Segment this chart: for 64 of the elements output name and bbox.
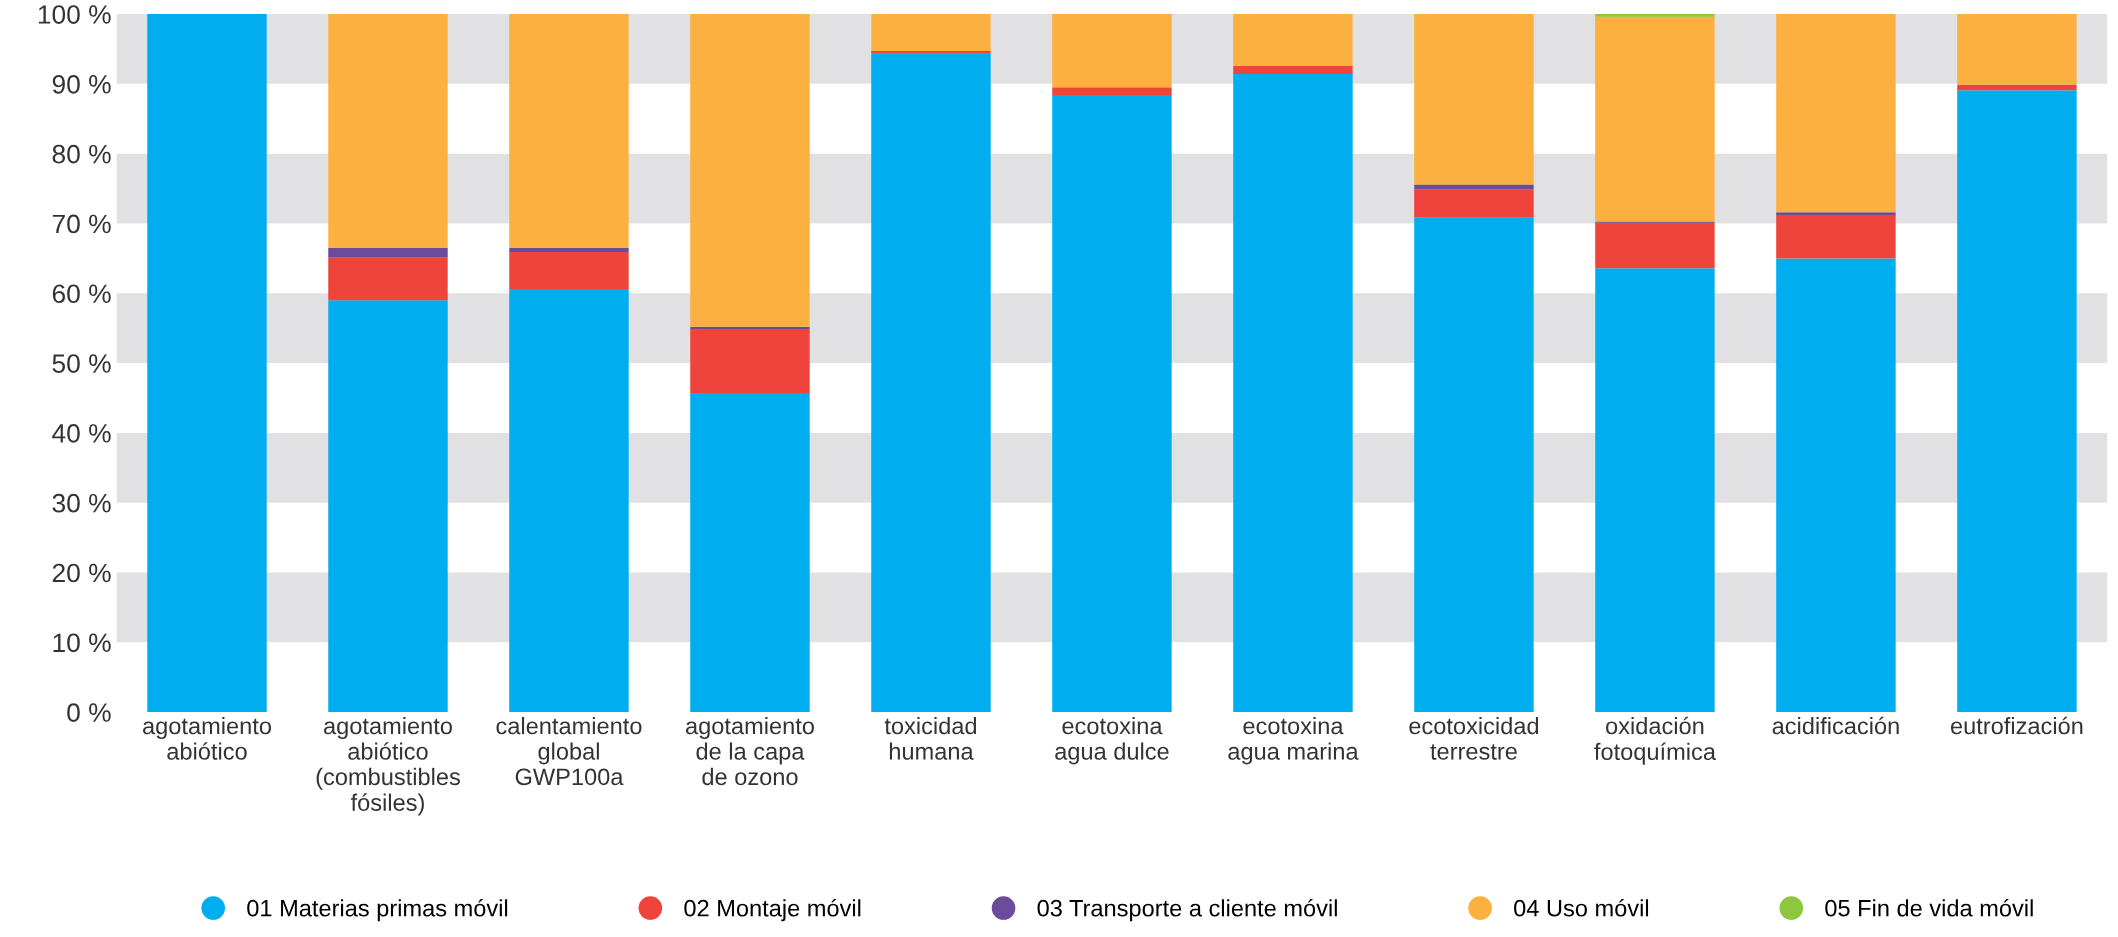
bar [1776, 258, 1896, 713]
legend-label: 03 Transporte a cliente móvil [1037, 898, 1337, 922]
y-tick-label: 40 % [52, 424, 111, 443]
bar [328, 300, 448, 713]
y-tick-label: 50 % [52, 354, 111, 373]
bar [328, 257, 448, 301]
bar [1957, 90, 2077, 713]
y-tick-label: 80 % [52, 144, 111, 164]
bar [509, 252, 629, 290]
bar [1957, 84, 2077, 91]
x-tick-label: toxicidad humana [884, 716, 977, 760]
bar [1052, 95, 1172, 713]
y-tick-label: 30 % [52, 493, 111, 513]
bar [1414, 189, 1534, 218]
y-tick-label: 70 % [52, 214, 111, 234]
x-tick-label: agotamiento abiótico [143, 716, 271, 760]
bar [328, 14, 448, 248]
bar [509, 289, 629, 713]
x-tick-label: ecotoxicidad terrestre [1409, 716, 1539, 760]
bar [1957, 14, 2077, 85]
bar [871, 53, 991, 713]
bar [147, 14, 267, 713]
bar [1052, 14, 1172, 88]
bar [1776, 14, 1896, 213]
legend-label: 04 Uso móvil [1514, 898, 1649, 917]
y-tick-label: 0 % [67, 703, 111, 722]
legend-label: 01 Materias primas móvil [247, 898, 508, 922]
legend-label: 02 Montaje móvil [684, 898, 861, 922]
bar [509, 14, 629, 248]
bar [690, 326, 810, 329]
bar [1414, 14, 1534, 185]
x-tick-label: ecotoxina agua marina [1228, 716, 1359, 765]
y-tick-label: 90 % [52, 75, 111, 94]
x-tick-label: ecotoxina agua dulce [1055, 716, 1169, 765]
bar [1414, 217, 1534, 713]
bar [1776, 212, 1896, 216]
bar [1414, 184, 1534, 190]
y-tick-label: 60 % [52, 284, 111, 304]
y-tick-label: 20 % [52, 563, 111, 583]
bar [690, 328, 810, 394]
bar [1233, 65, 1353, 75]
y-tick-label: 100 % [38, 5, 111, 24]
bar [1052, 87, 1172, 96]
bar [1595, 14, 1715, 17]
bar [1595, 268, 1715, 713]
x-tick-label: agotamiento de la capa de ozono [686, 716, 814, 786]
x-tick-label: agotamiento abiótico (combustibles fósiles) [316, 716, 460, 816]
bar [1776, 215, 1896, 259]
bar [509, 247, 629, 253]
bar [1595, 16, 1715, 222]
bar [690, 14, 810, 327]
x-tick-label: calentamiento global GWP100a [496, 716, 642, 786]
bar [690, 393, 810, 713]
x-tick-label: oxidación fotoquímica [1594, 716, 1716, 765]
x-tick-label: acidificación [1772, 716, 1899, 735]
x-tick-label: eutrofización [1950, 716, 2083, 735]
bar [1233, 14, 1353, 66]
legend-label: 05 Fin de vida móvil [1825, 898, 2033, 917]
y-tick-label: 10 % [53, 633, 111, 653]
bar [1233, 74, 1353, 713]
bar [1595, 222, 1715, 269]
bar [871, 14, 991, 52]
bar [328, 247, 448, 258]
bar [871, 51, 991, 54]
